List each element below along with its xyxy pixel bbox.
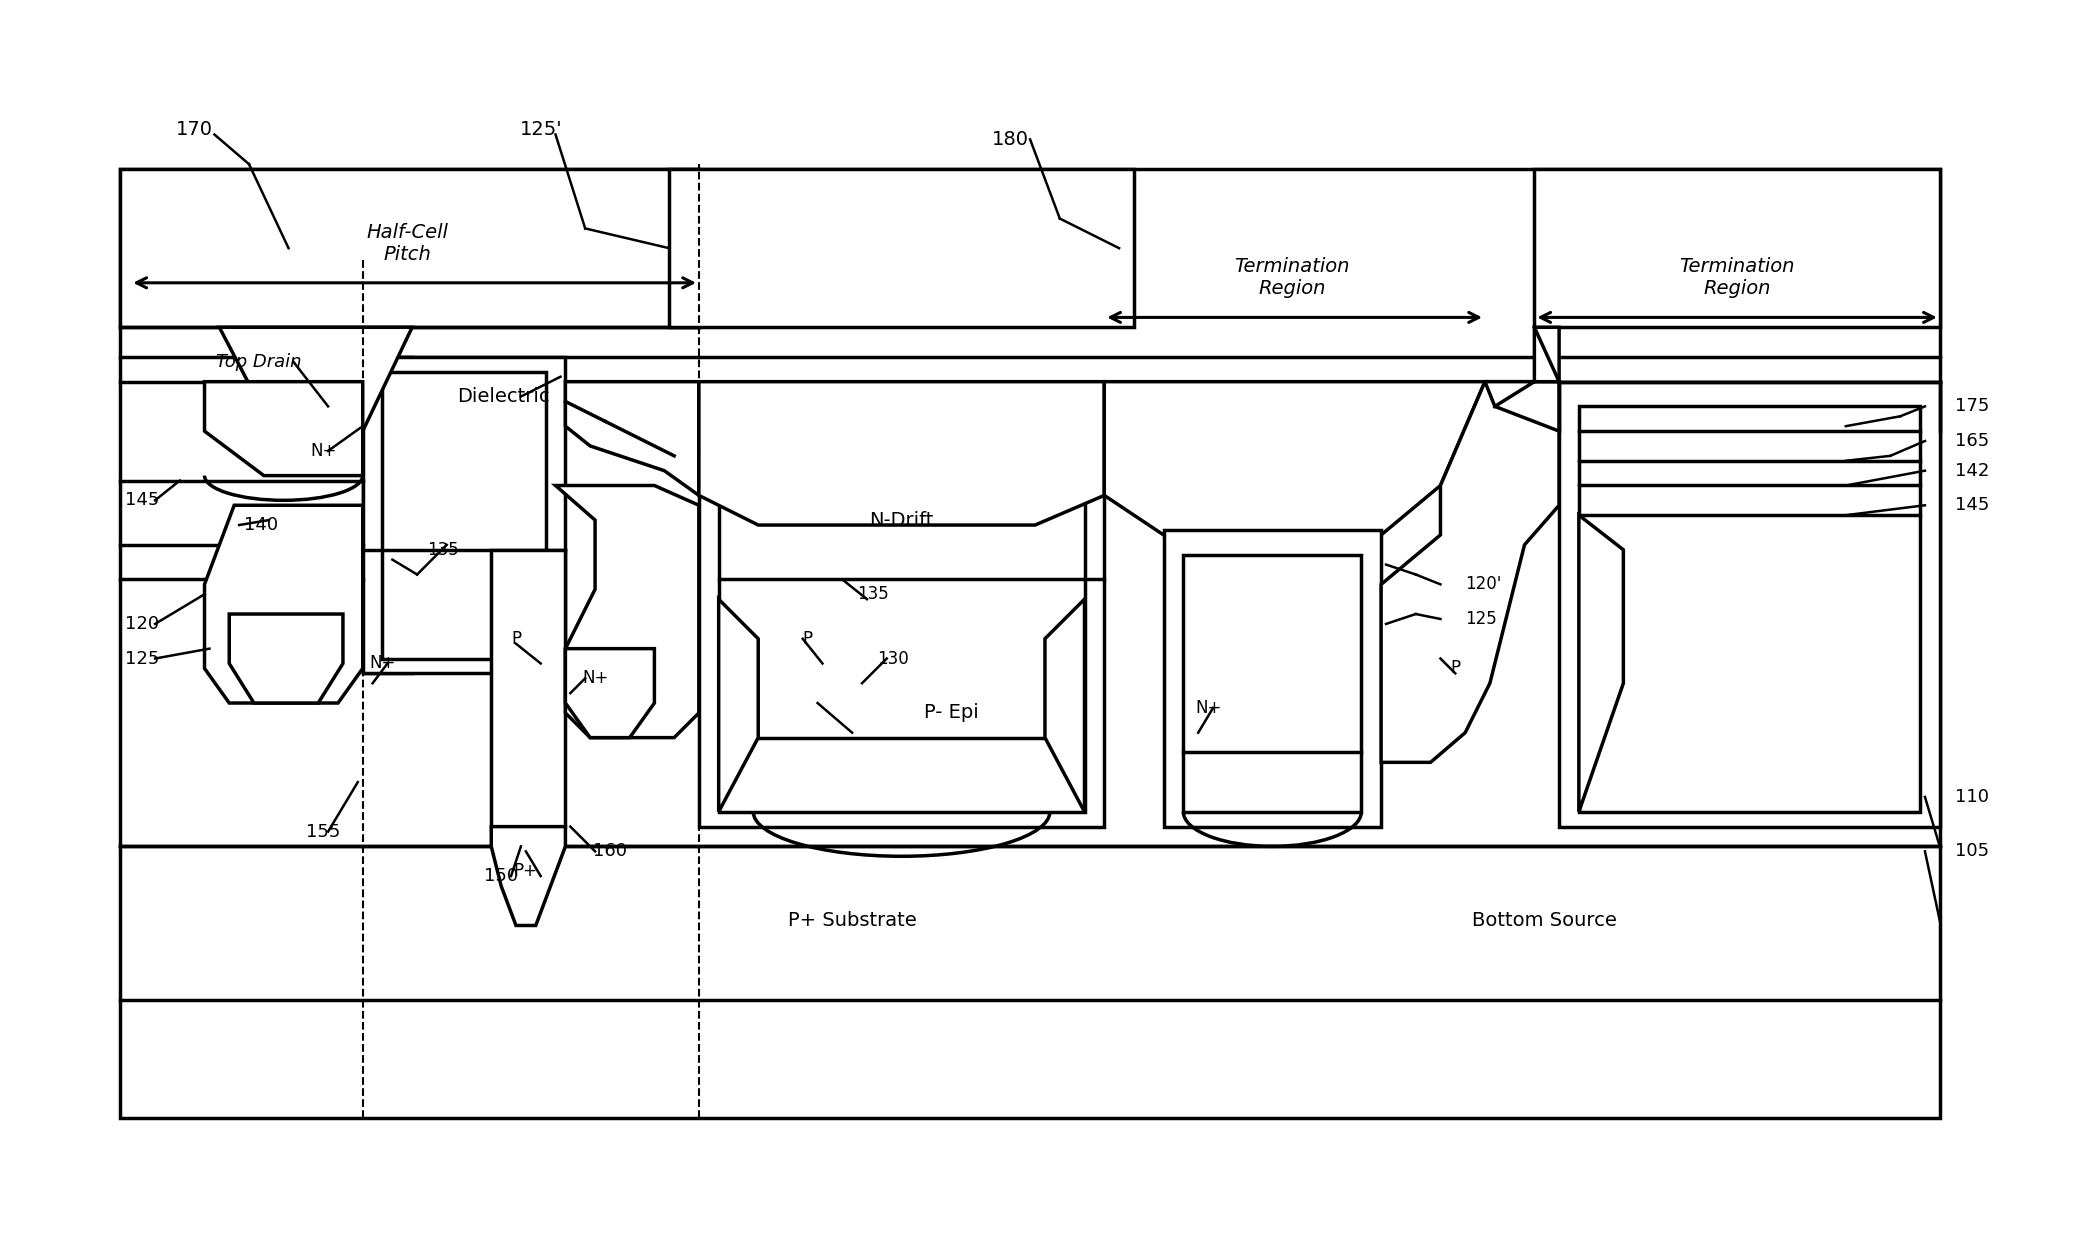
Polygon shape <box>219 327 412 431</box>
Text: Top Drain: Top Drain <box>217 353 302 371</box>
Polygon shape <box>1103 381 1484 534</box>
Bar <box>121 169 700 327</box>
Polygon shape <box>1045 600 1085 812</box>
Text: 135: 135 <box>858 585 889 603</box>
Text: Termination
Region: Termination Region <box>1680 258 1795 299</box>
Text: P+ Substrate: P+ Substrate <box>787 911 916 930</box>
Text: 145: 145 <box>125 491 160 510</box>
Text: 135: 135 <box>427 540 458 559</box>
Text: 170: 170 <box>177 120 212 139</box>
Bar <box>362 357 566 674</box>
Text: 105: 105 <box>1955 843 1988 860</box>
Text: 150: 150 <box>485 868 518 885</box>
Polygon shape <box>1484 327 1559 406</box>
Text: N+: N+ <box>581 669 608 687</box>
Text: N+: N+ <box>310 442 337 460</box>
Bar <box>362 357 412 674</box>
Bar <box>1164 529 1380 827</box>
Polygon shape <box>556 485 700 738</box>
Polygon shape <box>718 600 758 812</box>
Text: N+: N+ <box>1195 698 1222 717</box>
Polygon shape <box>700 381 1103 524</box>
Text: N+: N+ <box>369 654 396 673</box>
Text: 110: 110 <box>1955 789 1988 806</box>
Text: 155: 155 <box>306 823 339 840</box>
Text: 142: 142 <box>1955 462 1988 480</box>
Polygon shape <box>1578 515 1624 812</box>
Text: P: P <box>802 629 812 648</box>
Polygon shape <box>1380 381 1559 763</box>
Text: 180: 180 <box>991 130 1029 149</box>
Text: 165: 165 <box>1955 432 1988 450</box>
Bar <box>1183 555 1362 812</box>
Bar <box>491 550 566 827</box>
Text: 160: 160 <box>593 843 627 860</box>
Text: 175: 175 <box>1955 397 1988 416</box>
Polygon shape <box>491 827 566 926</box>
Polygon shape <box>566 381 700 495</box>
Bar <box>668 169 1135 327</box>
Text: Termination
Region: Termination Region <box>1235 258 1349 299</box>
Polygon shape <box>204 505 362 703</box>
Text: 145: 145 <box>1955 496 1988 515</box>
Text: 125': 125' <box>518 120 562 139</box>
Text: 120': 120' <box>1466 575 1501 594</box>
Bar <box>1534 169 1940 327</box>
Polygon shape <box>566 649 654 738</box>
Text: Dielectric: Dielectric <box>456 387 550 406</box>
Text: 125: 125 <box>1466 610 1497 628</box>
Text: Half-Cell
Pitch: Half-Cell Pitch <box>366 223 448 264</box>
Text: N-Drift: N-Drift <box>870 511 933 529</box>
Text: Bottom Source: Bottom Source <box>1472 911 1618 930</box>
Bar <box>383 371 545 659</box>
Text: 125: 125 <box>125 649 160 668</box>
Bar <box>700 381 1103 827</box>
Text: P: P <box>1451 659 1459 677</box>
Polygon shape <box>204 381 362 475</box>
Polygon shape <box>229 615 344 703</box>
Text: 140: 140 <box>244 516 279 534</box>
Bar <box>718 406 1085 812</box>
Text: 130: 130 <box>877 649 908 668</box>
Bar <box>121 169 1940 1118</box>
Text: P- Epi: P- Epi <box>924 703 979 722</box>
Text: P+: P+ <box>514 863 537 880</box>
Bar <box>1578 406 1920 812</box>
Text: 120: 120 <box>125 615 160 633</box>
Text: P: P <box>510 629 520 648</box>
Bar <box>1559 381 1940 827</box>
